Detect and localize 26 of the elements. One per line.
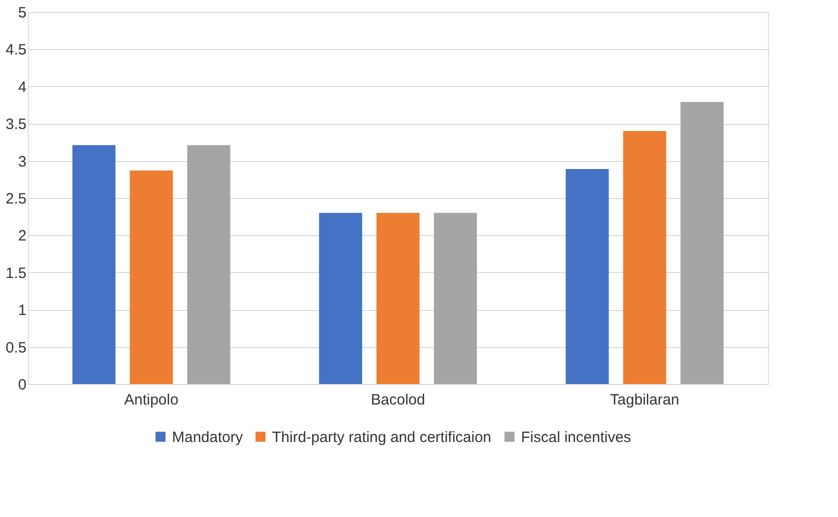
y-tick-label: 3 <box>18 153 26 170</box>
bar <box>187 145 230 384</box>
legend-label: Mandatory <box>172 428 244 446</box>
y-tick-label: 1 <box>18 302 26 320</box>
y-tick-label: 5 <box>18 4 26 22</box>
bar <box>376 212 420 384</box>
x-tick-label: Antipolo <box>124 392 178 408</box>
bar <box>680 102 724 384</box>
y-tick-label: 1.5 <box>6 264 26 282</box>
y-tick-label: 4 <box>18 78 26 96</box>
y-tick-label: 2.5 <box>6 190 26 208</box>
bar <box>623 131 666 384</box>
bar <box>130 170 173 384</box>
bar <box>434 212 477 384</box>
x-tick-label: Tagbilaran <box>610 392 680 408</box>
y-tick-label: 0.5 <box>6 339 26 356</box>
y-tick-label: 2 <box>18 228 26 245</box>
legend-label: Fiscal incentives <box>521 428 632 446</box>
y-tick-label: 4.5 <box>6 42 26 59</box>
bar <box>319 212 362 384</box>
y-tick-label: 0 <box>18 376 26 394</box>
x-tick-label: Bacolod <box>370 392 426 408</box>
y-tick-label: 3.5 <box>6 116 26 134</box>
bar <box>72 145 116 384</box>
bar <box>566 168 609 384</box>
legend-label: Third-party rating and certificaion <box>272 428 492 446</box>
